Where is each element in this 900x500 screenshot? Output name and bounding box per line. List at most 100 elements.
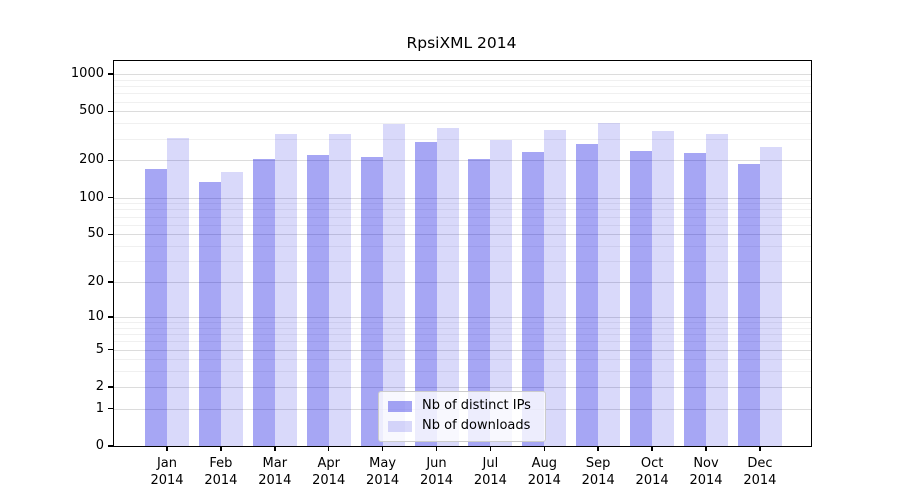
gridline bbox=[114, 224, 811, 226]
bar-downloads-jan bbox=[167, 138, 189, 446]
gridline bbox=[114, 234, 811, 236]
legend-swatch-distinct-ips bbox=[388, 400, 412, 412]
gridline bbox=[114, 261, 811, 263]
bar-distinct-ips-mar bbox=[252, 159, 275, 446]
gridline bbox=[114, 322, 811, 323]
y-axis-tick bbox=[108, 281, 114, 283]
y-axis-tick-label: 5 bbox=[95, 341, 104, 357]
x-axis-tick-label: Jan 2014 bbox=[150, 456, 184, 488]
gridline bbox=[114, 316, 811, 318]
x-axis-tick bbox=[759, 446, 761, 451]
gridline bbox=[114, 327, 811, 329]
x-axis-tick bbox=[705, 446, 707, 451]
x-axis-tick bbox=[166, 446, 168, 451]
y-axis-tick bbox=[108, 348, 114, 351]
y-axis-tick bbox=[108, 386, 114, 388]
bar-downloads-apr bbox=[328, 133, 351, 446]
x-axis-tick bbox=[651, 446, 653, 451]
y-axis-tick-label: 100 bbox=[79, 189, 104, 205]
gridline bbox=[114, 79, 811, 81]
x-axis-tick-label: Mar 2014 bbox=[258, 456, 292, 488]
x-axis-tick-label: Dec 2014 bbox=[743, 456, 777, 488]
x-axis-tick-label: May 2014 bbox=[366, 456, 400, 488]
x-axis-tick bbox=[220, 446, 222, 451]
gridline bbox=[114, 216, 811, 218]
y-axis-tick-label: 2 bbox=[95, 378, 104, 394]
y-axis-tick-label: 50 bbox=[87, 226, 104, 242]
x-axis-tick-label: Feb 2014 bbox=[204, 456, 238, 488]
y-axis-tick-label: 200 bbox=[79, 152, 104, 168]
y-axis-tick bbox=[108, 316, 114, 318]
y-axis-tick bbox=[108, 445, 114, 447]
y-axis-tick bbox=[108, 407, 114, 410]
y-axis-tick-label: 1 bbox=[95, 400, 104, 416]
bar-distinct-ips-sep bbox=[576, 144, 599, 446]
gridline bbox=[114, 341, 811, 343]
legend-label-downloads: Nb of downloads bbox=[422, 418, 531, 433]
x-axis-tick-label: Nov 2014 bbox=[689, 456, 723, 488]
bar-distinct-ips-apr bbox=[306, 154, 329, 446]
bar-downloads-mar bbox=[274, 134, 297, 446]
y-axis-tick bbox=[108, 110, 114, 112]
bar-distinct-ips-jun bbox=[414, 141, 437, 446]
bar-distinct-ips-may bbox=[360, 157, 383, 446]
legend-item-downloads: Nb of downloads bbox=[379, 416, 545, 436]
gridline bbox=[114, 349, 811, 351]
legend-label-distinct-ips: Nb of distinct IPs bbox=[422, 398, 531, 413]
bar-downloads-jul bbox=[490, 140, 513, 446]
bar-downloads-may bbox=[382, 123, 405, 446]
x-axis-tick-label: Sep 2014 bbox=[581, 456, 615, 488]
x-axis-tick bbox=[381, 446, 384, 451]
chart-legend: Nb of distinct IPs Nb of downloads bbox=[378, 391, 546, 442]
legend-swatch-downloads bbox=[388, 420, 412, 432]
bar-downloads-aug bbox=[544, 130, 567, 446]
gridline bbox=[114, 86, 811, 87]
x-axis-tick-label: Apr 2014 bbox=[312, 456, 346, 488]
bar-distinct-ips-feb bbox=[198, 182, 221, 446]
x-axis-tick-label: Jul 2014 bbox=[473, 456, 507, 488]
x-axis-tick bbox=[327, 446, 330, 451]
bar-downloads-dec bbox=[759, 147, 782, 446]
gridline bbox=[114, 160, 811, 162]
gridline bbox=[114, 359, 811, 361]
gridline bbox=[114, 101, 811, 103]
gridline bbox=[114, 138, 811, 140]
gridline bbox=[114, 246, 811, 247]
y-axis-tick-label: 0 bbox=[95, 438, 104, 453]
gridline bbox=[114, 203, 811, 205]
bar-downloads-feb bbox=[220, 171, 243, 446]
gridline bbox=[114, 282, 811, 284]
y-axis-tick bbox=[108, 73, 114, 75]
x-axis-tick-label: Aug 2014 bbox=[527, 456, 561, 488]
gridline bbox=[114, 123, 811, 125]
bar-downloads-sep bbox=[598, 123, 621, 446]
gridline bbox=[114, 93, 811, 95]
gridline bbox=[114, 111, 811, 113]
bar-distinct-ips-dec bbox=[737, 163, 760, 446]
bar-distinct-ips-jan bbox=[145, 168, 167, 446]
bar-distinct-ips-oct bbox=[630, 151, 653, 446]
x-axis-tick-label: Oct 2014 bbox=[635, 456, 669, 488]
bar-distinct-ips-aug bbox=[522, 152, 545, 446]
x-axis-tick-label: Jun 2014 bbox=[419, 456, 454, 488]
chart-title: RpsiXML 2014 bbox=[406, 34, 517, 52]
plot-area: 0 1 2 5 10 20 50 100 200 500 1000 Jan 2014 Feb 2014 Mar… bbox=[71, 60, 812, 488]
bar-downloads-oct bbox=[652, 131, 675, 446]
gridline bbox=[114, 334, 811, 335]
y-axis-tick-label: 10 bbox=[87, 308, 104, 324]
gridline bbox=[114, 197, 811, 199]
bar-downloads-nov bbox=[706, 134, 728, 446]
gridline bbox=[114, 74, 811, 75]
bar-downloads-jun bbox=[436, 127, 459, 446]
y-axis-tick-label: 1000 bbox=[70, 66, 104, 81]
x-axis-tick bbox=[489, 446, 492, 451]
gridline bbox=[114, 371, 811, 373]
y-axis-tick-label: 20 bbox=[87, 274, 104, 290]
x-axis-tick bbox=[597, 446, 599, 451]
y-axis-tick bbox=[108, 196, 114, 199]
gridline bbox=[114, 386, 811, 388]
gridline bbox=[114, 209, 811, 211]
x-axis-tick bbox=[543, 446, 546, 451]
legend-item-distinct-ips: Nb of distinct IPs bbox=[379, 396, 545, 416]
